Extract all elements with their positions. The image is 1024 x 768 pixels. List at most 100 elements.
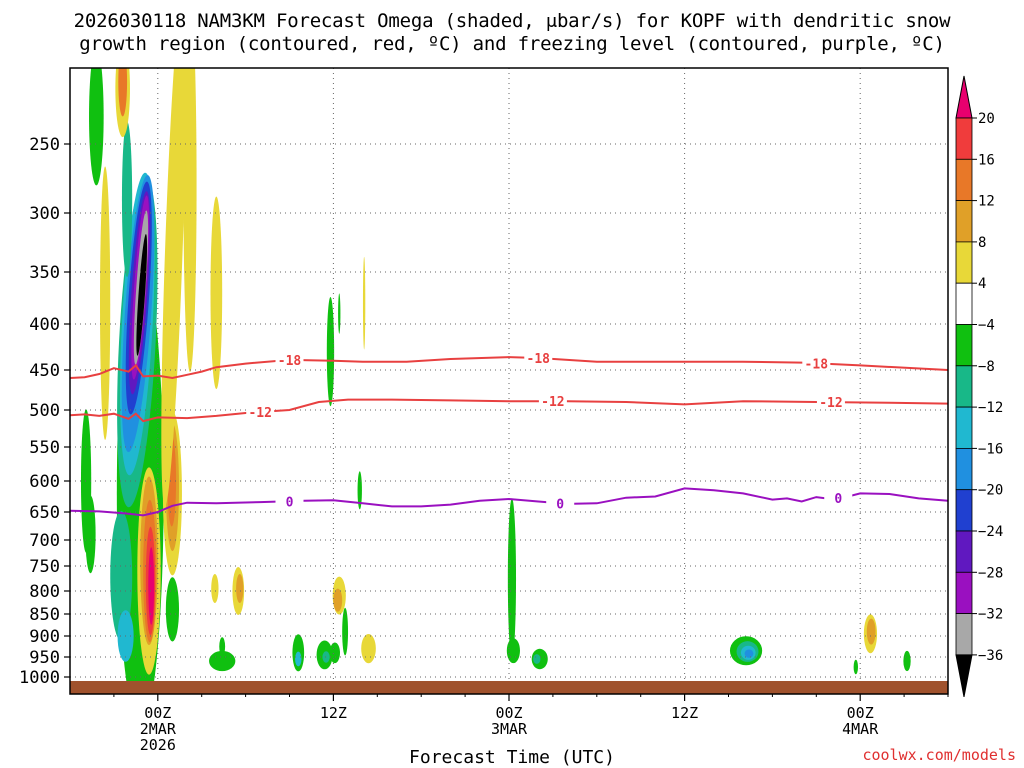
colorbar-label-0: 20 <box>978 111 995 127</box>
y-tick-label-350: 350 <box>29 263 60 283</box>
x-tick-label-24-0: 00Z <box>495 704 522 722</box>
colorbar-top-arrow <box>955 75 973 119</box>
omega-region-39 <box>209 650 236 672</box>
x-tick-label-48-1: 4MAR <box>842 720 879 738</box>
colorbar-segment-12 <box>955 571 973 614</box>
colorbar-label-2: 12 <box>978 194 995 210</box>
y-tick-label-750: 750 <box>29 557 60 577</box>
colorbar-label-3: 8 <box>978 235 986 251</box>
omega-region-42 <box>295 651 302 667</box>
colorbar-label-5: −4 <box>978 318 995 334</box>
contour-label--18-0: -18 <box>278 354 302 369</box>
omega-region-15 <box>165 577 180 642</box>
omega-region-40 <box>219 637 226 656</box>
contour-label-bg <box>546 496 575 511</box>
x-tick-label-12-0: 12Z <box>320 704 347 722</box>
y-tick-label-550: 550 <box>29 438 60 458</box>
contour-label--18-1: -18 <box>527 352 551 367</box>
x-tick-label-24-1: 3MAR <box>491 720 528 738</box>
x-tick-label-48-0: 00Z <box>847 704 874 722</box>
y-axis: 2503003504004505005506006507007508008509… <box>19 135 70 688</box>
y-tick-label-300: 300 <box>29 204 60 224</box>
colorbar-segment-3 <box>955 200 973 243</box>
colorbar-label-8: −16 <box>978 441 1003 457</box>
omega-region-50 <box>507 498 517 659</box>
colorbar-segment-8 <box>955 406 973 449</box>
x-tick-label-0-1: 2MAR <box>140 720 177 738</box>
omega-region-34 <box>333 588 343 612</box>
colorbar-segment-7 <box>955 365 973 408</box>
contour-line--12 <box>70 398 948 423</box>
y-tick-label-450: 450 <box>29 361 60 381</box>
contour-label-bg <box>524 351 553 366</box>
contour-label-bg <box>275 494 304 509</box>
omega-region-58 <box>853 659 859 675</box>
y-tick-label-900: 900 <box>29 627 60 647</box>
omega-region-31 <box>236 574 244 603</box>
colorbar-label-1: 16 <box>978 152 995 168</box>
colorbar-segment-4 <box>955 241 973 284</box>
chart-title-line2: growth region (contoured, red, ºC) and f… <box>79 33 945 55</box>
colorbar-label-10: −24 <box>978 524 1003 540</box>
y-tick-label-400: 400 <box>29 315 60 335</box>
contour-line-0 <box>70 487 948 517</box>
omega-region-44 <box>329 642 340 664</box>
chart-title-line1: 2026030118 NAM3KM Forecast Omega (shaded… <box>73 10 951 32</box>
contour-line--18 <box>70 356 948 380</box>
omega-region-18 <box>99 166 111 440</box>
omega-region-17 <box>118 68 128 117</box>
omega-region-45 <box>322 651 330 663</box>
contours: -18 -18 -18 -12 -12 -12 0 0 0 <box>70 351 948 517</box>
omega-region-48 <box>338 293 341 334</box>
omega-region-8 <box>136 233 148 356</box>
colorbar-bottom-arrow <box>955 654 973 697</box>
y-tick-label-1000: 1000 <box>19 668 60 688</box>
contour-label-bg <box>538 394 567 409</box>
omega-region-14 <box>121 121 133 277</box>
contour-label--12-2: -12 <box>819 396 842 411</box>
x-tick-label-36-0: 12Z <box>671 704 698 722</box>
credit-link[interactable]: coolwx.com/models <box>862 746 1016 764</box>
y-tick-label-250: 250 <box>29 135 60 155</box>
colorbar-segment-5 <box>955 282 973 325</box>
colorbar-segment-2 <box>955 158 973 202</box>
colorbar-label-4: 4 <box>978 276 986 292</box>
y-tick-label-950: 950 <box>29 648 60 668</box>
y-tick-label-800: 800 <box>29 582 60 602</box>
omega-region-28 <box>183 68 197 372</box>
omega-region-53 <box>533 654 541 664</box>
colorbar-label-11: −28 <box>978 565 1003 581</box>
contour-label-0-0: 0 <box>286 495 294 510</box>
y-tick-label-700: 700 <box>29 531 60 551</box>
contour-label-bg <box>824 491 853 506</box>
contour-label--12-1: -12 <box>541 395 564 410</box>
colorbar-segment-11 <box>955 530 973 573</box>
omega-region-57 <box>744 649 754 658</box>
colorbar: 20 16 12 8 4 −4 −8 −12 −16 −20 −24 −28 −32 −36 <box>955 75 1003 697</box>
omega-region-32 <box>211 574 219 603</box>
y-tick-label-600: 600 <box>29 472 60 492</box>
y-tick-label-650: 650 <box>29 503 60 523</box>
colorbar-segment-6 <box>955 324 973 367</box>
colorbar-label-7: −12 <box>978 400 1003 416</box>
contour-label-bg <box>246 404 275 419</box>
omega-region-36 <box>361 634 376 664</box>
omega-region-9 <box>110 510 133 642</box>
omega-region-23 <box>148 547 155 625</box>
x-axis-title: Forecast Time (UTC) <box>409 747 615 768</box>
ground-surface <box>70 681 948 694</box>
colorbar-segment-1 <box>955 117 973 160</box>
omega-region-35 <box>362 256 366 350</box>
omega-region-38 <box>866 618 876 645</box>
colorbar-label-6: −8 <box>978 359 995 375</box>
contour-label-bg <box>275 352 304 367</box>
colorbar-label-13: −36 <box>978 648 1003 664</box>
contour-label-bg <box>802 356 831 371</box>
colorbar-label-12: −32 <box>978 607 1003 623</box>
contour-label-0-1: 0 <box>556 497 564 512</box>
omega-region-46 <box>342 607 349 656</box>
colorbar-segment-10 <box>955 489 973 532</box>
y-tick-label-850: 850 <box>29 605 60 625</box>
